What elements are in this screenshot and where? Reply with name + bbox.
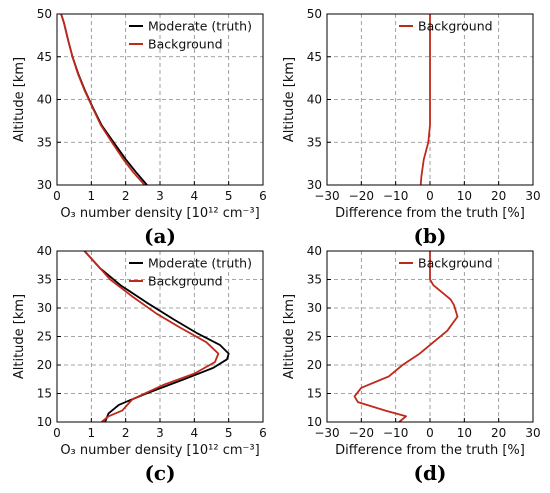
panel-letter: (d): [414, 461, 447, 485]
x-tick-label: 10: [457, 189, 472, 203]
y-tick-label: 25: [307, 330, 322, 344]
x-tick-label: −10: [383, 189, 408, 203]
x-axis-label: Difference from the truth [%]: [335, 443, 525, 458]
x-tick-label: 6: [259, 426, 267, 440]
panel-2: −30 −20 −10 0 10 20 30 30 35 40 45 50 Difference fro…: [282, 7, 541, 248]
x-tick-label: 3: [156, 426, 164, 440]
series-line-background: [353, 251, 459, 423]
y-tick-label: 15: [37, 387, 52, 401]
y-tick-label: 30: [37, 178, 52, 192]
x-tick-label: 6: [259, 189, 267, 203]
x-tick-label: 20: [491, 189, 506, 203]
legend-label: Moderate (truth): [148, 19, 252, 34]
series-line-background: [419, 14, 431, 186]
y-tick-label: 10: [307, 415, 322, 429]
x-tick-label: −10: [383, 426, 408, 440]
x-axis-label: Difference from the truth [%]: [335, 206, 525, 221]
x-tick-label: 30: [525, 426, 540, 440]
y-tick-label: 35: [307, 273, 322, 287]
x-tick-label: 2: [122, 189, 130, 203]
legend-label: Background: [418, 256, 493, 271]
legend: Background: [399, 19, 493, 34]
y-tick-label: 25: [37, 330, 52, 344]
x-tick-label: 2: [122, 426, 130, 440]
x-tick-label: 0: [426, 189, 434, 203]
y-tick-label: 40: [37, 244, 52, 258]
x-axis-label: O₃ number density [10¹² cm⁻³]: [60, 443, 259, 458]
panel-letter: (a): [144, 224, 176, 248]
y-tick-label: 30: [307, 301, 322, 315]
legend-label: Background: [418, 19, 493, 34]
legend: Background: [399, 256, 493, 271]
x-tick-label: −30: [314, 426, 339, 440]
x-tick-label: 5: [225, 189, 233, 203]
x-tick-label: 10: [457, 426, 472, 440]
y-axis-label: Altitude [km]: [12, 294, 27, 379]
y-axis-label: Altitude [km]: [282, 294, 297, 379]
y-tick-label: 10: [37, 415, 52, 429]
y-tick-label: 35: [307, 135, 322, 149]
y-tick-label: 35: [37, 273, 52, 287]
series-line-background: [83, 250, 220, 423]
y-tick-label: 40: [37, 93, 52, 107]
legend-label: Background: [148, 274, 223, 289]
x-tick-label: 1: [88, 426, 96, 440]
x-tick-label: 5: [225, 426, 233, 440]
y-tick-label: 50: [307, 7, 322, 21]
y-tick-label: 20: [307, 358, 322, 372]
legend-label: Moderate (truth): [148, 256, 252, 271]
y-tick-label: 45: [37, 50, 52, 64]
x-tick-label: 1: [88, 189, 96, 203]
y-tick-label: 45: [307, 50, 322, 64]
y-axis-label: Altitude [km]: [282, 57, 297, 142]
x-tick-label: 4: [191, 189, 199, 203]
y-tick-label: 40: [307, 244, 322, 258]
x-tick-label: 0: [426, 426, 434, 440]
series-line-truth: [83, 250, 230, 423]
x-tick-label: 30: [525, 189, 540, 203]
legend-label: Background: [148, 37, 223, 52]
y-tick-label: 30: [307, 178, 322, 192]
x-tick-label: 20: [491, 426, 506, 440]
legend: Moderate (truth) Background: [129, 19, 252, 52]
y-tick-label: 40: [307, 93, 322, 107]
y-tick-label: 20: [37, 358, 52, 372]
y-axis-label: Altitude [km]: [12, 57, 27, 142]
panel-letter: (b): [414, 224, 447, 248]
y-tick-label: 30: [37, 301, 52, 315]
panel-4: −30 −20 −10 0 10 20 30 10 15 20 25 30 35 40 Difference…: [282, 244, 541, 485]
x-tick-label: −20: [349, 189, 374, 203]
series-line-background: [60, 13, 146, 186]
panel-letter: (c): [144, 461, 175, 485]
x-tick-label: 3: [156, 189, 164, 203]
y-tick-label: 50: [37, 7, 52, 21]
x-tick-label: −30: [314, 189, 339, 203]
x-tick-label: 0: [53, 426, 61, 440]
y-tick-label: 15: [307, 387, 322, 401]
x-tick-label: 4: [191, 426, 199, 440]
panel-3: 0 1 2 3 4 5 6 10 15 20 25 30 35 40 O₃ number density […: [12, 244, 267, 485]
y-tick-label: 35: [37, 135, 52, 149]
legend: Moderate (truth) Background: [129, 256, 252, 289]
x-axis-label: O₃ number density [10¹² cm⁻³]: [60, 206, 259, 221]
x-tick-label: −20: [349, 426, 374, 440]
x-tick-label: 0: [53, 189, 61, 203]
